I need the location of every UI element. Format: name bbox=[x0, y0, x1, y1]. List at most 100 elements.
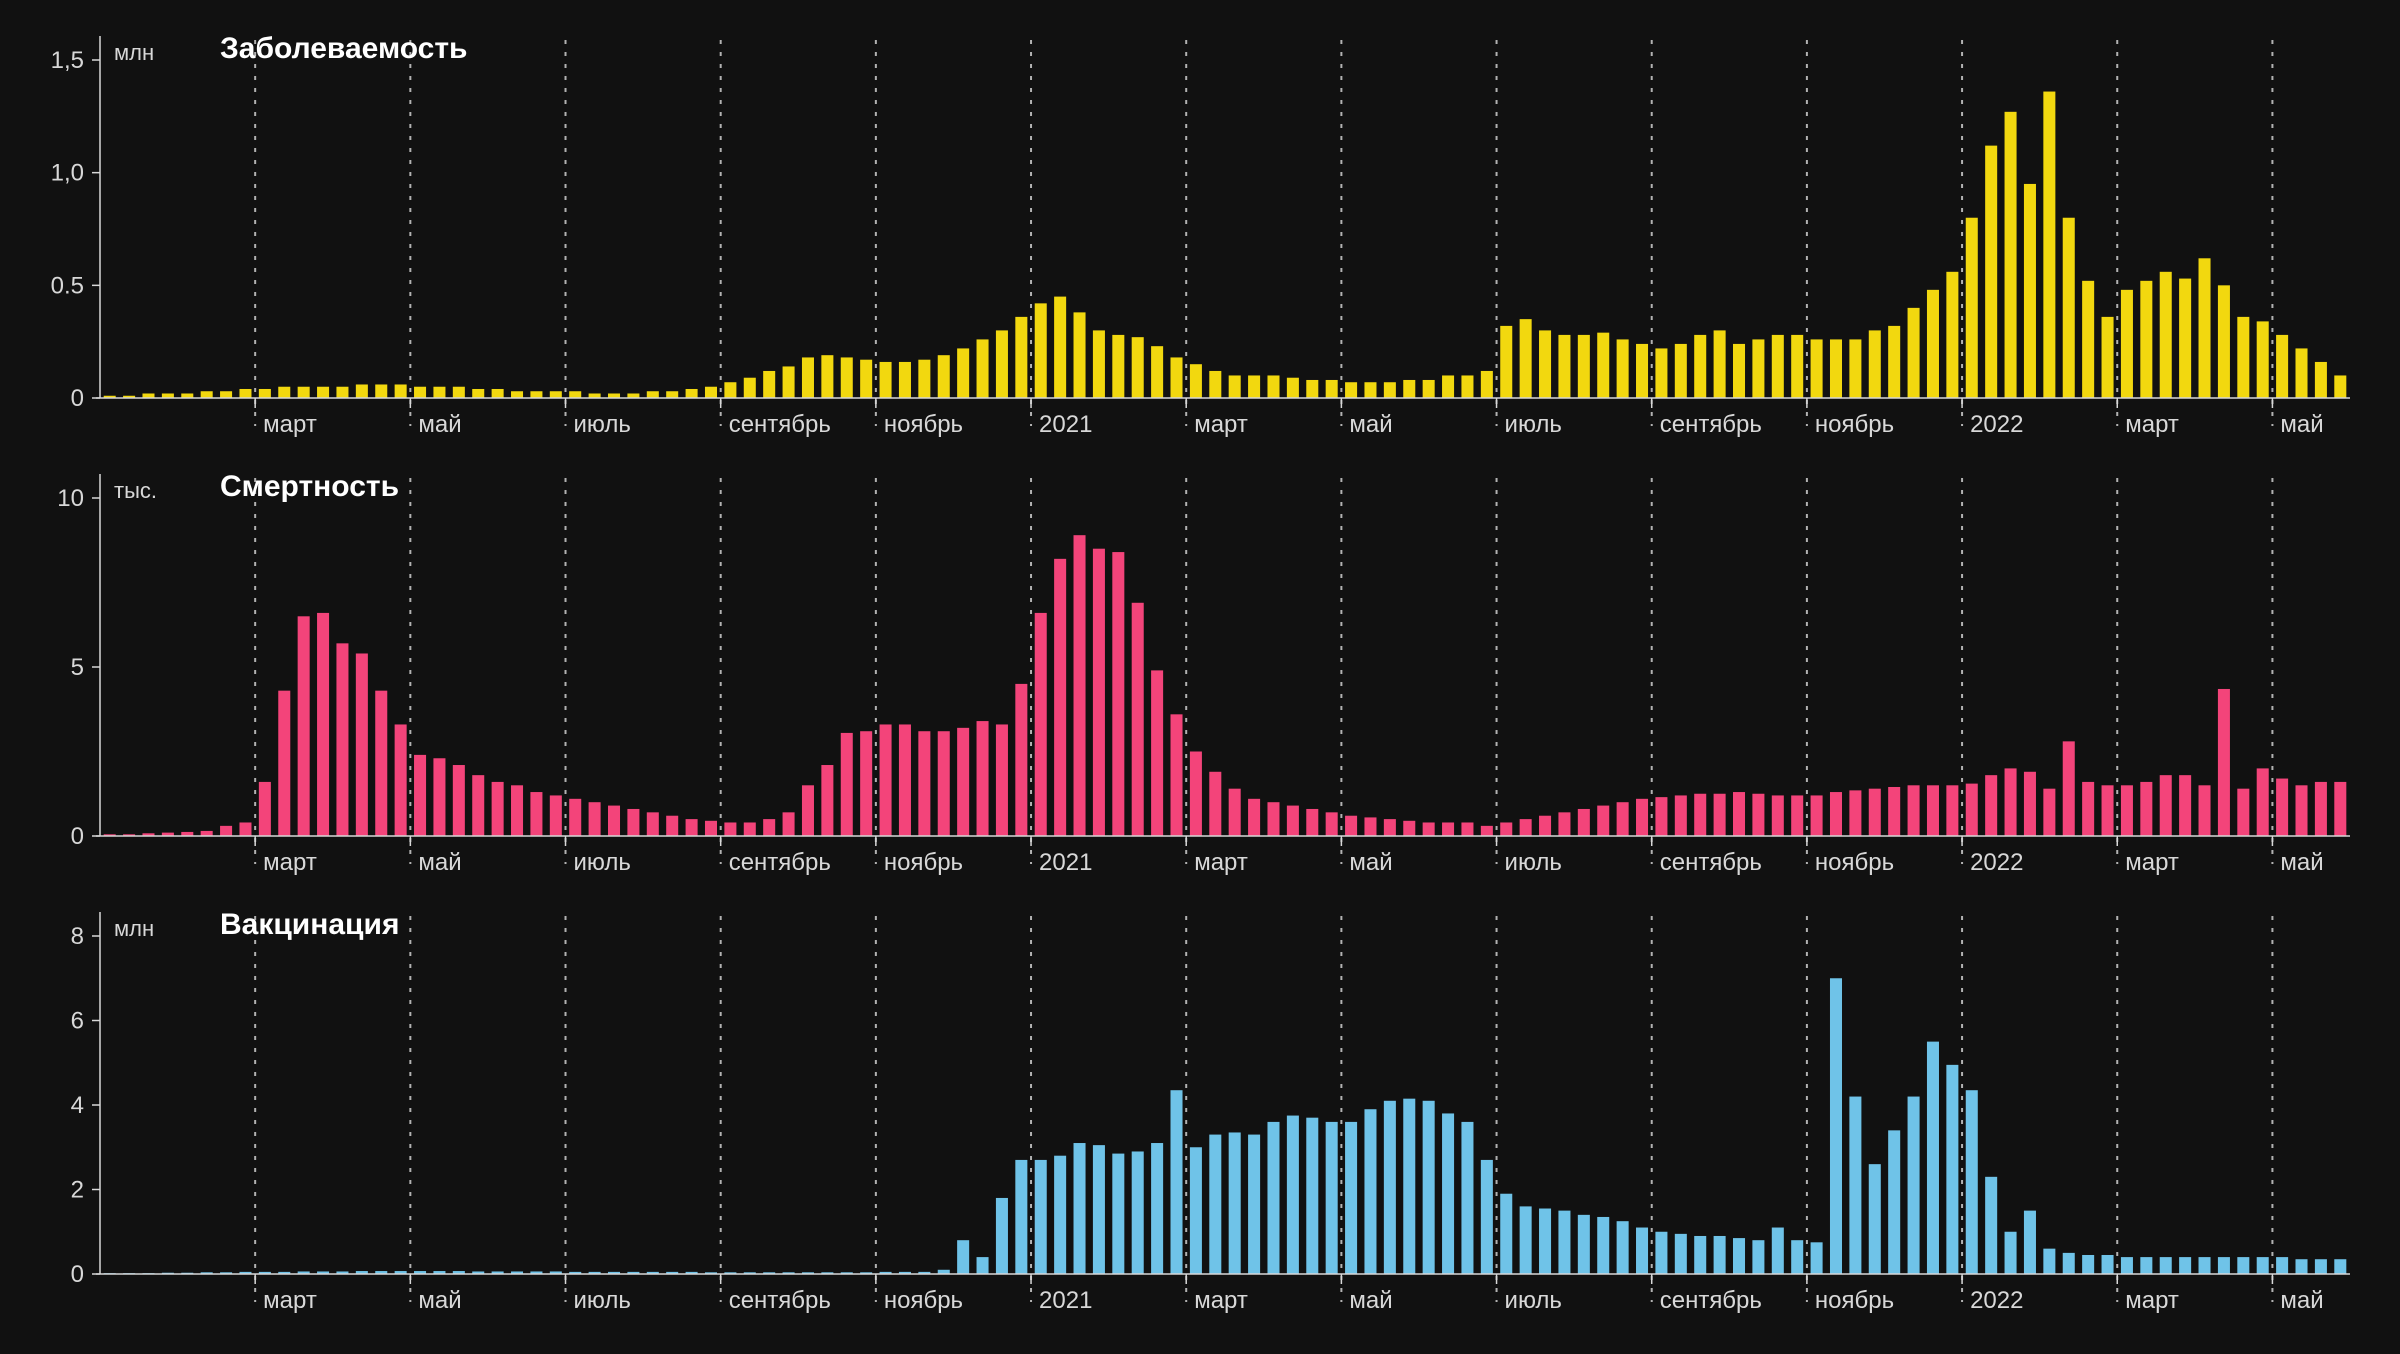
x-tick-label: май bbox=[1349, 1287, 1392, 1314]
bar bbox=[1539, 816, 1551, 836]
bar bbox=[1849, 790, 1861, 836]
bar bbox=[1617, 802, 1629, 836]
bar bbox=[453, 387, 465, 398]
bar bbox=[1112, 552, 1124, 836]
bar bbox=[1035, 303, 1047, 398]
bar bbox=[1229, 789, 1241, 836]
bar bbox=[705, 821, 717, 836]
bar bbox=[1209, 772, 1221, 836]
bar bbox=[2257, 1257, 2269, 1274]
bar bbox=[2295, 348, 2307, 398]
bar bbox=[1442, 1113, 1454, 1274]
y-tick-label: 1,0 bbox=[51, 160, 84, 187]
bar bbox=[220, 391, 232, 398]
bar bbox=[433, 758, 445, 836]
bar bbox=[239, 389, 251, 398]
x-tick-label: 2022 bbox=[1970, 1287, 2023, 1314]
bar bbox=[2315, 782, 2327, 836]
bar bbox=[1791, 795, 1803, 836]
bar bbox=[1617, 339, 1629, 398]
bar bbox=[1791, 1240, 1803, 1274]
bar bbox=[569, 799, 581, 836]
bar bbox=[1597, 806, 1609, 836]
y-unit-label: тыс. bbox=[114, 478, 157, 503]
bar bbox=[2334, 782, 2346, 836]
bar bbox=[686, 389, 698, 398]
bar bbox=[317, 387, 329, 398]
bar bbox=[705, 387, 717, 398]
bar bbox=[1170, 1090, 1182, 1274]
bar bbox=[1093, 549, 1105, 836]
bar bbox=[938, 355, 950, 398]
bar bbox=[201, 391, 213, 398]
bar bbox=[1170, 714, 1182, 836]
bar bbox=[1364, 382, 1376, 398]
bar bbox=[1500, 822, 1512, 836]
y-unit-label: млн bbox=[114, 40, 154, 65]
bar bbox=[996, 330, 1008, 398]
bar bbox=[1093, 1145, 1105, 1274]
panel-title: Заболеваемость bbox=[220, 32, 468, 65]
y-tick-label: 2 bbox=[71, 1177, 84, 1204]
bar bbox=[2295, 785, 2307, 836]
bar bbox=[1423, 380, 1435, 398]
bar bbox=[1403, 821, 1415, 836]
x-tick-label: сентябрь bbox=[1660, 411, 1762, 438]
x-tick-label: июль bbox=[1505, 411, 1562, 438]
bar bbox=[2237, 317, 2249, 398]
bar bbox=[2315, 1259, 2327, 1274]
bar bbox=[1811, 339, 1823, 398]
x-tick-label: ноябрь bbox=[1815, 1287, 1894, 1314]
bar bbox=[1054, 559, 1066, 836]
bar bbox=[1617, 1221, 1629, 1274]
bar bbox=[1772, 335, 1784, 398]
bar bbox=[763, 819, 775, 836]
bar bbox=[1927, 785, 1939, 836]
bar bbox=[2140, 1257, 2152, 1274]
bar bbox=[1151, 670, 1163, 836]
bar bbox=[938, 731, 950, 836]
bar bbox=[802, 785, 814, 836]
x-tick-label: март bbox=[2125, 849, 2179, 876]
bar bbox=[336, 643, 348, 836]
bar bbox=[1946, 1065, 1958, 1274]
bar bbox=[1636, 799, 1648, 836]
bar bbox=[1287, 1116, 1299, 1274]
bar bbox=[860, 360, 872, 398]
bar bbox=[1946, 272, 1958, 398]
bar bbox=[1306, 809, 1318, 836]
bar bbox=[2334, 1259, 2346, 1274]
bar bbox=[1869, 330, 1881, 398]
bar bbox=[2179, 1257, 2191, 1274]
bar bbox=[1655, 1232, 1667, 1274]
bar bbox=[1578, 335, 1590, 398]
bar bbox=[899, 724, 911, 836]
bar bbox=[1849, 1097, 1861, 1274]
bar bbox=[1539, 330, 1551, 398]
x-tick-label: сентябрь bbox=[1660, 1287, 1762, 1314]
bar bbox=[1267, 1122, 1279, 1274]
bar bbox=[899, 362, 911, 398]
bar bbox=[1481, 826, 1493, 836]
bar bbox=[1326, 1122, 1338, 1274]
bar bbox=[395, 724, 407, 836]
bar bbox=[1752, 1240, 1764, 1274]
bar bbox=[608, 806, 620, 836]
bar bbox=[647, 812, 659, 836]
bar bbox=[1578, 1215, 1590, 1274]
bar bbox=[2043, 92, 2055, 398]
y-tick-label: 8 bbox=[71, 923, 84, 950]
x-tick-label: март bbox=[1194, 411, 1248, 438]
bar bbox=[2121, 1257, 2133, 1274]
x-tick-label: март bbox=[2125, 411, 2179, 438]
bar bbox=[1442, 822, 1454, 836]
y-tick-label: 4 bbox=[71, 1092, 84, 1119]
bar bbox=[511, 391, 523, 398]
bar bbox=[1927, 290, 1939, 398]
bar bbox=[1248, 1135, 1260, 1274]
x-tick-label: май bbox=[418, 411, 461, 438]
bar bbox=[1772, 1228, 1784, 1274]
bar bbox=[1093, 330, 1105, 398]
bar bbox=[957, 348, 969, 398]
bar bbox=[1229, 375, 1241, 398]
